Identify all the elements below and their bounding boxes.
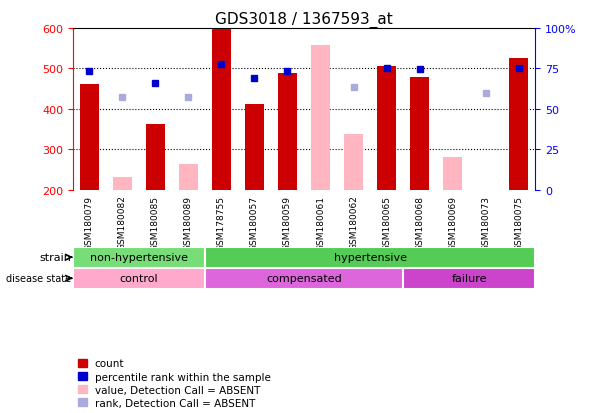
Bar (205, 268, 403, 289)
Text: control: control (120, 273, 158, 284)
Text: GSM180073: GSM180073 (481, 195, 490, 250)
Bar (376, 66, 396, 190)
Bar (509, 59, 528, 190)
Text: GSM180069: GSM180069 (448, 195, 457, 250)
Text: strain: strain (40, 253, 71, 263)
Bar (112, 178, 133, 190)
Text: disease state: disease state (6, 273, 71, 284)
Text: non-hypertensive: non-hypertensive (90, 253, 188, 263)
Bar (205, 247, 535, 268)
Bar (212, 30, 232, 190)
Legend: count, percentile rank within the sample, value, Detection Call = ABSENT, rank, : count, percentile rank within the sample… (78, 358, 271, 408)
Bar (410, 77, 429, 190)
Bar (73, 247, 205, 268)
Text: GSM180082: GSM180082 (118, 195, 127, 250)
Text: GSM180061: GSM180061 (316, 195, 325, 250)
Bar (179, 164, 198, 190)
Text: GSM180059: GSM180059 (283, 195, 292, 250)
Text: hypertensive: hypertensive (334, 253, 407, 263)
Bar (443, 157, 463, 190)
Bar (403, 268, 535, 289)
Text: compensated: compensated (266, 273, 342, 284)
Text: GSM180075: GSM180075 (514, 195, 523, 250)
Bar (311, 46, 330, 190)
Text: GSM180085: GSM180085 (151, 195, 160, 250)
Bar (80, 85, 99, 190)
Text: GSM180079: GSM180079 (85, 195, 94, 250)
Text: failure: failure (451, 273, 487, 284)
Text: GSM180057: GSM180057 (250, 195, 259, 250)
Text: GSM180065: GSM180065 (382, 195, 391, 250)
Text: GSM178755: GSM178755 (217, 195, 226, 250)
Bar (278, 74, 297, 190)
Title: GDS3018 / 1367593_at: GDS3018 / 1367593_at (215, 12, 393, 28)
Text: GSM180089: GSM180089 (184, 195, 193, 250)
Bar (344, 135, 364, 190)
Bar (73, 268, 205, 289)
Bar (145, 125, 165, 190)
Bar (244, 105, 264, 190)
Text: GSM180068: GSM180068 (415, 195, 424, 250)
Text: GSM180062: GSM180062 (349, 195, 358, 250)
